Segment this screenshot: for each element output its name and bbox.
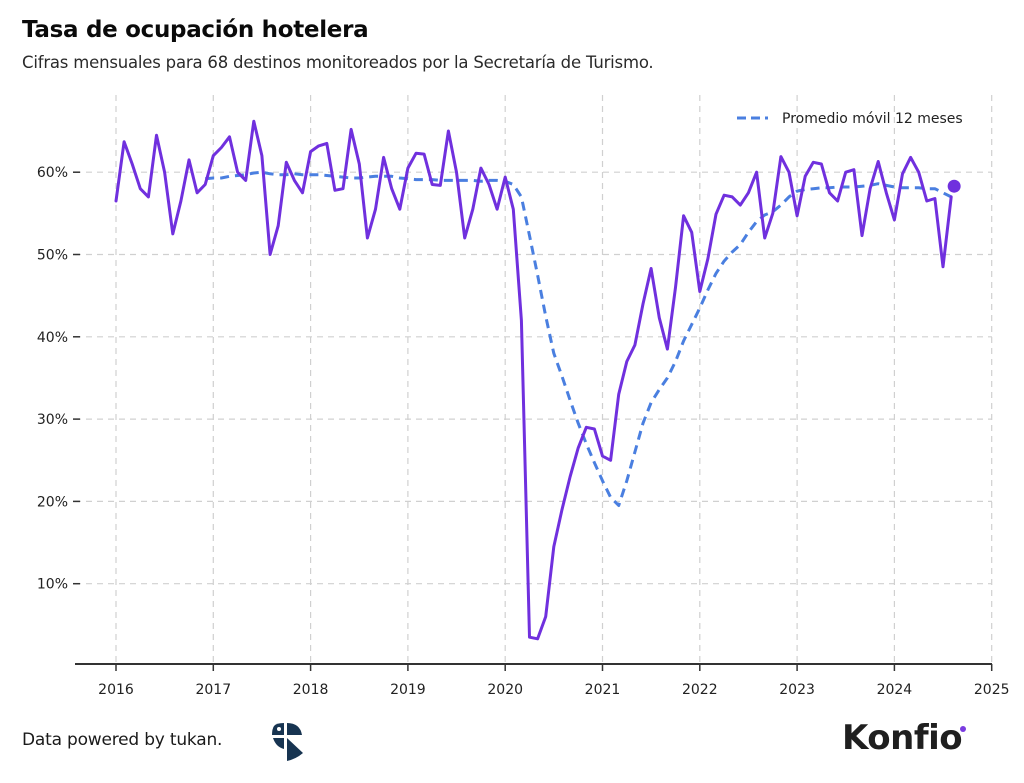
chart-title: Tasa de ocupación hotelera	[22, 17, 369, 43]
y-tick-label: 20%	[37, 494, 68, 510]
x-tick-label: 2021	[585, 682, 621, 698]
x-tick-label: 2023	[779, 682, 815, 698]
grid-lines	[75, 95, 993, 664]
legend-label-moving-average: Promedio móvil 12 meses	[782, 111, 963, 127]
x-tick-label: 2025	[974, 682, 1010, 698]
y-tick-label: 50%	[37, 248, 68, 264]
y-tick-label: 60%	[37, 165, 68, 181]
legend: Promedio móvil 12 meses	[737, 111, 963, 127]
y-tick-label: 10%	[37, 577, 68, 593]
moving-average-line	[205, 170, 952, 507]
x-tick-label: 2024	[877, 682, 913, 698]
x-tick-label: 2022	[682, 682, 718, 698]
chart-subtitle: Cifras mensuales para 68 destinos monito…	[22, 53, 654, 72]
data-credit: Data powered by tukan.	[22, 730, 223, 750]
occupancy-rate-line	[114, 119, 953, 641]
x-tick-label: 2017	[195, 682, 231, 698]
y-tick-label: 40%	[37, 330, 68, 346]
x-tick-label: 2016	[98, 682, 134, 698]
x-tick-label: 2020	[487, 682, 523, 698]
y-axis: 10% 20% 30% 40% 50% 60%	[37, 165, 80, 593]
x-axis: 2016 2017 2018 2019 2020 2021 2022 2023 2024 2025	[75, 663, 1010, 698]
latest-value-marker	[947, 179, 961, 193]
konfio-logo-dot-icon	[960, 726, 966, 732]
series-layer	[114, 119, 961, 641]
konfio-logo: Konfio	[842, 718, 963, 758]
tukan-logo-icon	[272, 723, 303, 761]
x-tick-label: 2018	[293, 682, 329, 698]
x-tick-label: 2019	[390, 682, 426, 698]
y-tick-label: 30%	[37, 412, 68, 428]
